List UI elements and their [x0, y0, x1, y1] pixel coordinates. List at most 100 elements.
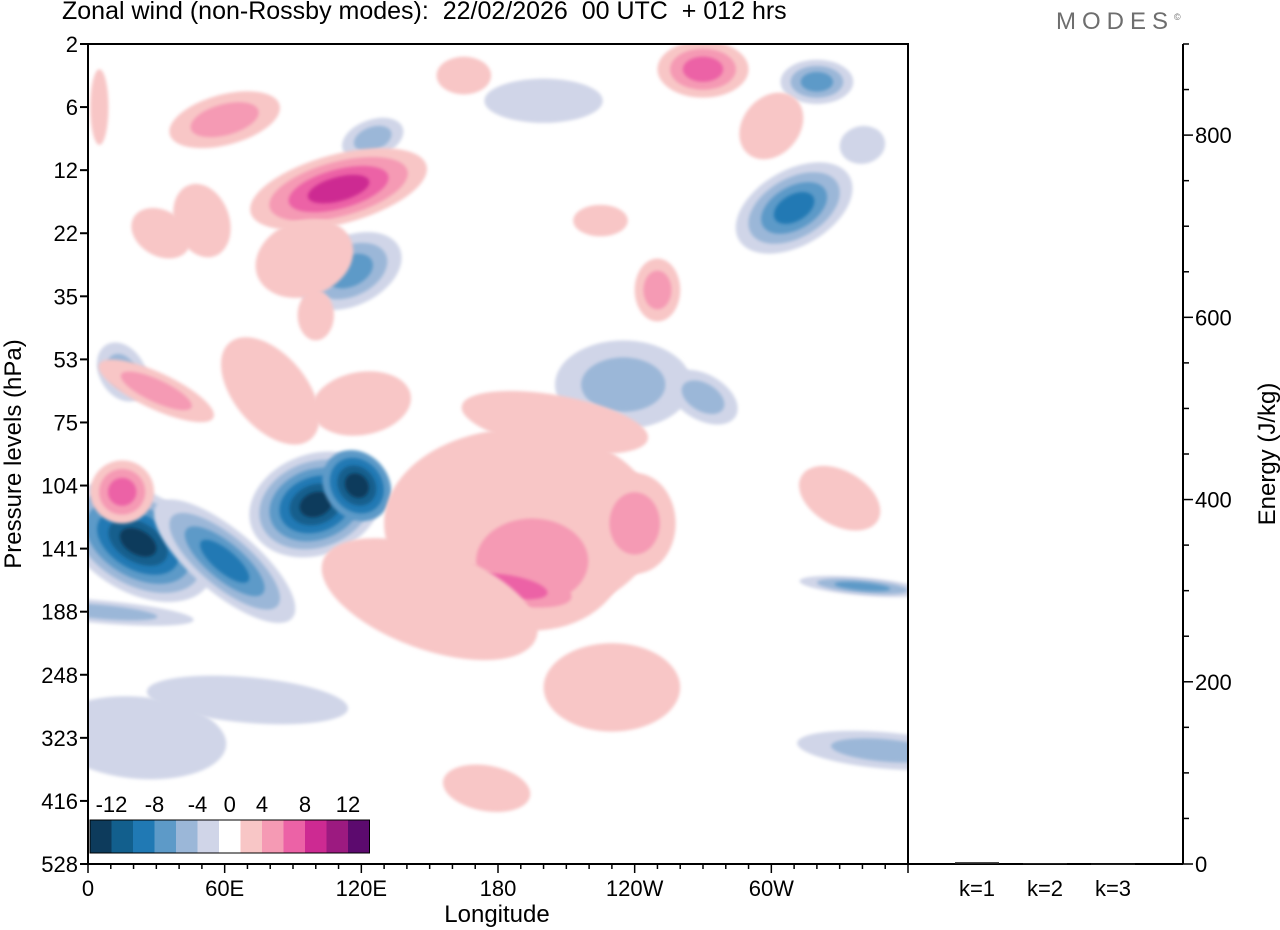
energy-bar-label: k=2	[1027, 876, 1063, 901]
chart-title: Zonal wind (non-Rossby modes): 22/02/202…	[62, 0, 787, 25]
wind-contour-blob	[682, 56, 724, 82]
wind-contour-blob	[221, 337, 320, 445]
wind-contour-blob	[344, 473, 369, 498]
longitude-tick-label: 60E	[205, 876, 244, 901]
colorbar-label: 0	[224, 792, 236, 817]
colorbar-swatch	[219, 820, 241, 853]
pressure-tick-label: 528	[41, 852, 78, 877]
pressure-tick-label: 75	[54, 410, 78, 435]
brand-text: MODES	[1056, 8, 1175, 35]
wind-contour-blob	[88, 696, 227, 780]
wind-contour-blob	[299, 491, 332, 518]
energy-tick-label: 0	[1195, 852, 1207, 877]
pressure-tick-label: 104	[41, 474, 78, 499]
wind-contour-blob	[800, 72, 834, 92]
colorbar-label: -12	[96, 792, 128, 817]
x-axis-title: Longitude	[444, 901, 549, 928]
pressure-tick-label: 6	[66, 95, 78, 120]
wind-contour-blob	[146, 675, 348, 725]
colorbar-swatch	[326, 820, 348, 853]
wind-contour-blob	[834, 581, 891, 592]
wind-contour-blob	[643, 270, 672, 310]
pressure-tick-label: 2	[66, 32, 78, 57]
wind-contour-blob	[297, 290, 334, 341]
colorbar-swatch	[305, 820, 327, 853]
energy-bar	[1023, 863, 1067, 865]
wind-contour-blob	[90, 69, 109, 145]
pressure-tick-label: 12	[54, 158, 78, 183]
energy-tick-label: 600	[1195, 305, 1232, 330]
wind-contour-blob	[573, 204, 628, 237]
colorbar-swatch	[111, 820, 133, 853]
energy-bar-label: k=1	[959, 876, 995, 901]
pressure-tick-label: 248	[41, 663, 78, 688]
wind-contour-blob	[543, 643, 681, 732]
longitude-axis: 0 60E 120E 180 120W 60W	[82, 864, 909, 901]
colorbar-swatch	[283, 820, 305, 853]
colorbar-swatch	[240, 820, 262, 853]
wind-contour-blob	[190, 102, 259, 138]
wind-contour-blob	[200, 539, 250, 583]
wind-contour-blob	[307, 174, 370, 204]
wind-contour-blob	[831, 738, 908, 763]
wind-contour-blob	[255, 219, 354, 298]
energy-bar	[955, 862, 999, 864]
pressure-axis: 2 6 12 22 35 53 75 104 141 188 248 323 416 528	[41, 32, 88, 877]
wind-contour-blob	[799, 465, 881, 531]
wind-contour-blob	[131, 207, 191, 259]
longitude-tick-label: 120E	[336, 876, 387, 901]
energy-axis-title: Energy (J/kg)	[1254, 383, 1280, 526]
colorbar-label: 4	[256, 792, 268, 817]
colorbar-swatch	[176, 820, 198, 853]
wind-contour-blob	[436, 56, 492, 95]
brand-mark: ©	[1174, 12, 1181, 22]
longitude-tick-label: 120W	[606, 876, 664, 901]
energy-bar-label: k=3	[1095, 876, 1131, 901]
pressure-tick-label: 53	[54, 347, 78, 372]
pressure-tick-label: 416	[41, 789, 78, 814]
energy-bars: k=1 k=2 k=3	[955, 862, 1135, 901]
colorbar-label: -8	[145, 792, 165, 817]
energy-bar	[1091, 863, 1135, 865]
colorbar-swatch	[133, 820, 155, 853]
energy-tick-label: 200	[1195, 670, 1232, 695]
longitude-tick-label: 60W	[749, 876, 794, 901]
wind-contour-blob	[681, 380, 725, 415]
pressure-tick-label: 22	[54, 221, 78, 246]
wind-contour-blob	[442, 764, 531, 813]
wind-contour-blob	[120, 371, 192, 411]
heatmap-field	[88, 44, 908, 813]
wind-contour-blob	[119, 527, 157, 557]
brand-logo: MODES©	[1056, 8, 1181, 36]
wind-contour-blob	[353, 125, 392, 152]
longitude-tick-label: 180	[480, 876, 517, 901]
wind-contour-blob	[88, 603, 158, 621]
wind-contour-blob	[773, 192, 815, 224]
wind-contour-blob	[107, 477, 137, 506]
wind-contour-blob	[739, 92, 804, 160]
energy-tick-label: 400	[1195, 488, 1232, 513]
wind-contour-blob	[461, 390, 649, 454]
colorbar-swatch	[154, 820, 176, 853]
pressure-tick-label: 35	[54, 284, 78, 309]
colorbar-swatch	[197, 820, 219, 853]
longitude-tick-label: 0	[82, 876, 94, 901]
wind-contour-blob	[321, 538, 538, 661]
energy-tick-label: 800	[1195, 123, 1232, 148]
y-axis-title: Pressure levels (hPa)	[0, 339, 27, 568]
colorbar-label: -4	[188, 792, 208, 817]
wind-contour-blob	[311, 371, 411, 436]
wind-contour-blob	[609, 492, 660, 555]
colorbar-swatch	[348, 820, 370, 853]
pressure-tick-label: 323	[41, 726, 78, 751]
colorbar-swatch	[90, 820, 112, 853]
pressure-tick-label: 188	[41, 600, 78, 625]
wind-contour-blob	[839, 125, 886, 164]
energy-axis: 0 200 400 600 800	[1183, 43, 1232, 877]
colorbar-legend: -12 -8 -4 0 4 8 12	[89, 792, 370, 854]
colorbar-swatch	[262, 820, 284, 853]
wind-contour-blob	[484, 78, 603, 123]
colorbar-frame	[89, 819, 370, 854]
colorbar-label: 12	[336, 792, 360, 817]
